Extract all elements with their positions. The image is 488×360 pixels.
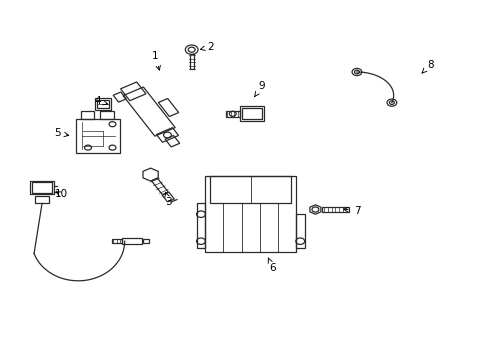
Bar: [95, 98, 111, 110]
Text: 4: 4: [94, 96, 107, 106]
Bar: [32, 182, 52, 193]
Bar: [242, 108, 261, 119]
Bar: [205, 176, 295, 252]
Text: 8: 8: [421, 60, 433, 73]
Bar: [122, 238, 142, 244]
Bar: [321, 207, 348, 212]
Bar: [196, 203, 205, 248]
Bar: [112, 239, 122, 243]
Text: 6: 6: [267, 258, 276, 273]
Bar: [30, 181, 54, 194]
Bar: [81, 111, 94, 119]
Bar: [189, 54, 193, 69]
Bar: [100, 111, 114, 119]
Bar: [239, 106, 264, 121]
Text: 7: 7: [343, 206, 360, 216]
Bar: [76, 119, 120, 153]
Bar: [210, 176, 290, 203]
Bar: [97, 100, 109, 108]
Bar: [35, 196, 49, 203]
Text: 9: 9: [254, 81, 264, 96]
Text: 1: 1: [152, 51, 160, 70]
Bar: [142, 239, 148, 243]
Bar: [295, 214, 304, 248]
Text: 10: 10: [55, 189, 67, 199]
Bar: [225, 111, 239, 117]
Text: 3: 3: [164, 193, 172, 207]
Text: 5: 5: [54, 128, 68, 138]
Text: 2: 2: [200, 42, 213, 52]
